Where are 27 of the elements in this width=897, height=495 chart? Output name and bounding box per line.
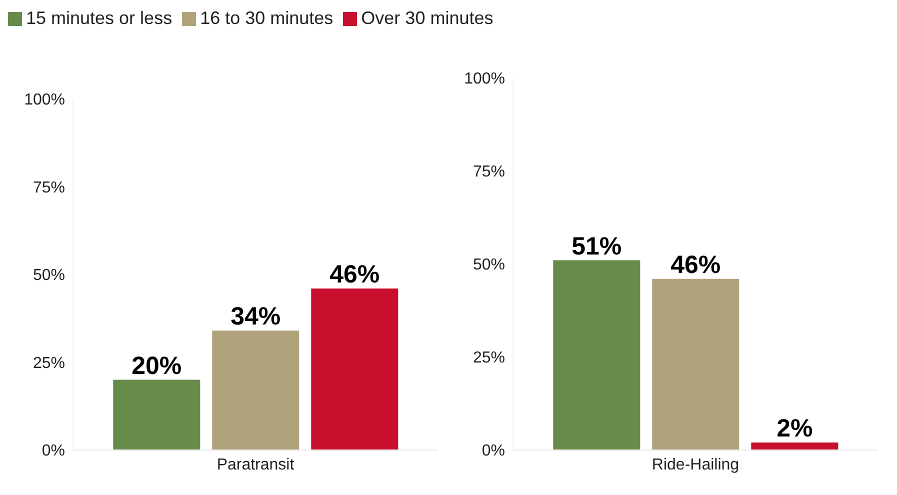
y-tick-label: 75%: [32, 179, 65, 196]
y-tick-label: 0%: [482, 442, 505, 460]
legend-label: 16 to 30 minutes: [200, 8, 334, 28]
bar: [113, 380, 200, 450]
y-tick-label: 0%: [42, 442, 65, 460]
y-tick-label: 50%: [32, 267, 65, 284]
data-label: 51%: [572, 232, 622, 260]
y-tick-label: 75%: [472, 164, 505, 181]
bar: [751, 442, 838, 450]
data-label: 34%: [230, 302, 281, 331]
data-label: 2%: [776, 414, 813, 443]
y-tick-label: 50%: [472, 256, 505, 274]
bar: [212, 330, 300, 450]
x-tick-label: Ride-Hailing: [652, 456, 740, 474]
legend-label: 15 minutes or less: [26, 8, 172, 28]
y-tick-label: 25%: [472, 350, 505, 367]
legend-label: Over 30 minutes: [361, 8, 494, 28]
bar: [311, 288, 398, 450]
data-label: 46%: [670, 250, 721, 279]
y-tick-label: 100%: [24, 92, 65, 109]
y-tick-label: 100%: [464, 70, 505, 88]
data-label: 20%: [132, 352, 182, 380]
y-tick-label: 25%: [32, 354, 65, 372]
data-label: 46%: [330, 260, 380, 289]
bar: [553, 260, 640, 450]
bar: [652, 278, 740, 450]
x-tick-label: Paratransit: [216, 456, 295, 474]
